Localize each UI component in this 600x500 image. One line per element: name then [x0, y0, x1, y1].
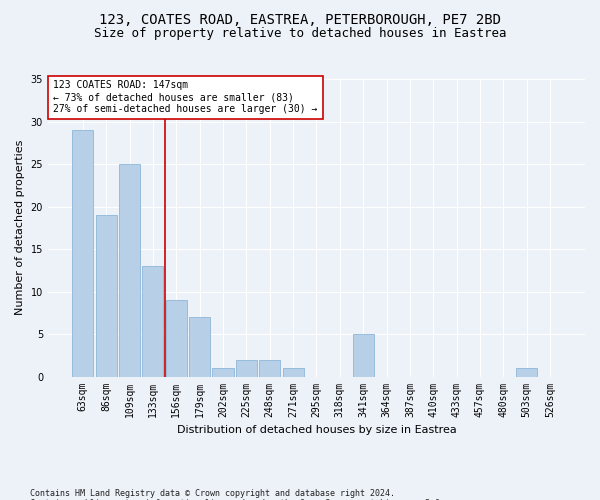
- Bar: [189, 317, 210, 376]
- Bar: [353, 334, 374, 376]
- Y-axis label: Number of detached properties: Number of detached properties: [15, 140, 25, 316]
- Bar: [212, 368, 233, 376]
- Bar: [283, 368, 304, 376]
- Bar: [166, 300, 187, 376]
- Bar: [73, 130, 94, 376]
- Bar: [259, 360, 280, 376]
- Text: 123 COATES ROAD: 147sqm
← 73% of detached houses are smaller (83)
27% of semi-de: 123 COATES ROAD: 147sqm ← 73% of detache…: [53, 80, 317, 114]
- Bar: [516, 368, 537, 376]
- Text: 123, COATES ROAD, EASTREA, PETERBOROUGH, PE7 2BD: 123, COATES ROAD, EASTREA, PETERBOROUGH,…: [99, 12, 501, 26]
- Bar: [119, 164, 140, 376]
- X-axis label: Distribution of detached houses by size in Eastrea: Distribution of detached houses by size …: [176, 425, 457, 435]
- Bar: [236, 360, 257, 376]
- Bar: [142, 266, 163, 376]
- Text: Contains public sector information licensed under the Open Government Licence v3: Contains public sector information licen…: [30, 498, 445, 500]
- Text: Contains HM Land Registry data © Crown copyright and database right 2024.: Contains HM Land Registry data © Crown c…: [30, 488, 395, 498]
- Text: Size of property relative to detached houses in Eastrea: Size of property relative to detached ho…: [94, 28, 506, 40]
- Bar: [95, 215, 117, 376]
